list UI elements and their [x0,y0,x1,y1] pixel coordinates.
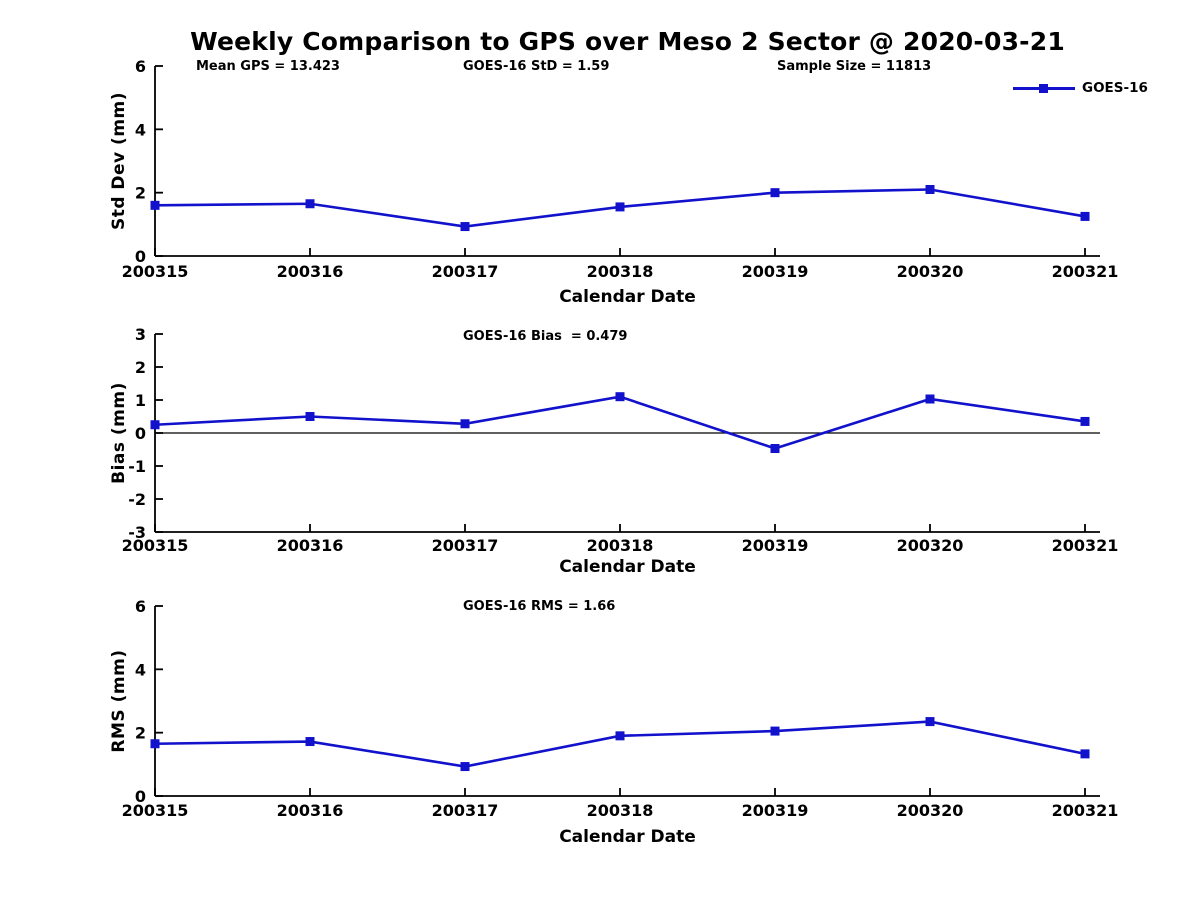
figure-title: Weekly Comparison to GPS over Meso 2 Sec… [190,27,1065,56]
x-tick-label: 200318 [587,536,654,555]
series-line [154,395,1086,450]
data-point-marker [615,202,625,212]
y-axis-label-bias: Bias (mm) [109,382,129,484]
x-tick-label: 200316 [277,536,344,555]
series-line [154,720,1086,768]
y-tick-label: -2 [128,490,146,509]
y-tick-label: 4 [135,660,146,679]
x-tick-label: 200321 [1052,801,1119,820]
x-tick-label: 200320 [897,801,964,820]
legend: GOES-16 [1013,80,1148,96]
x-tick-label: 200318 [587,801,654,820]
x-tick-label: 200319 [742,262,809,281]
data-point-marker [770,188,780,198]
x-tick-label: 200320 [897,536,964,555]
legend-series-label: GOES-16 [1082,80,1148,96]
y-tick-label: 0 [135,787,146,806]
x-tick-label: 200320 [897,262,964,281]
legend-swatch [1013,80,1075,96]
rms-subplot: 0 2 4 6 200315 200316 200317 200318 200319 200320… [122,597,1119,820]
data-point-marker [1080,211,1090,221]
data-point-marker [460,762,470,772]
y-tick-label: 2 [135,724,146,743]
x-axis-label-2: Calendar Date [559,557,696,577]
data-point-marker [770,726,780,736]
data-point-marker [305,199,315,209]
y-tick-label: 1 [135,391,146,410]
data-point-marker [305,412,315,421]
annotation-goes16-rms: GOES-16 RMS = 1.66 [463,599,616,614]
x-tick-label: 200319 [742,801,809,820]
y-tick-label: 0 [135,424,146,443]
data-point-marker [925,185,935,194]
data-point-marker [150,200,160,210]
x-tick-label: 200317 [432,262,499,281]
y-tick-label: 6 [135,597,146,616]
x-tick-label: 200319 [742,536,809,555]
data-point-marker [925,717,935,727]
legend-square-marker-icon [1039,84,1048,93]
y-axis-label-rms: RMS (mm) [109,649,129,753]
y-tick-label: 4 [135,120,146,139]
y-tick-label: 6 [135,57,146,76]
x-tick-label: 200315 [122,801,189,820]
annotation-goes16-std: GOES-16 StD = 1.59 [463,59,610,74]
x-tick-label: 200321 [1052,536,1119,555]
std-dev-subplot: 0 2 4 6 200315 200316 200317 200318 200319 200320… [122,57,1119,281]
y-tick-label: 2 [135,358,146,377]
x-tick-label: 200321 [1052,262,1119,281]
bias-subplot: -3 -2 -1 0 1 2 3 200315 200316 200317 200318 200319… [122,325,1119,555]
y-tick-label: 0 [135,247,146,266]
x-tick-label: 200316 [277,801,344,820]
data-point-marker [615,731,625,741]
annotation-sample-size: Sample Size = 11813 [777,59,932,74]
x-tick-label: 200317 [432,801,499,820]
x-tick-label: 200316 [277,262,344,281]
y-tick-label: -3 [128,523,146,542]
x-tick-label: 200318 [587,262,654,281]
data-point-marker [460,419,470,429]
y-tick-label: 3 [135,325,146,344]
data-point-marker [615,392,625,402]
data-point-marker [305,737,315,747]
annotation-goes16-bias: GOES-16 Bias = 0.479 [463,329,628,344]
x-axis-label-1: Calendar Date [559,287,696,307]
data-point-marker [1080,416,1090,426]
data-point-marker [150,739,160,749]
x-axis-label-3: Calendar Date [559,827,696,847]
data-point-marker [770,444,780,454]
data-point-marker [925,394,935,404]
x-tick-label: 200315 [122,262,189,281]
y-tick-label: -1 [128,457,146,476]
data-point-marker [460,222,470,232]
data-point-marker [1080,749,1090,759]
x-tick-label: 200315 [122,536,189,555]
data-point-marker [150,420,160,430]
x-tick-label: 200317 [432,536,499,555]
y-axis-label-std-dev: Std Dev (mm) [109,91,129,231]
annotation-mean-gps: Mean GPS = 13.423 [196,59,340,74]
y-tick-label: 2 [135,184,146,203]
